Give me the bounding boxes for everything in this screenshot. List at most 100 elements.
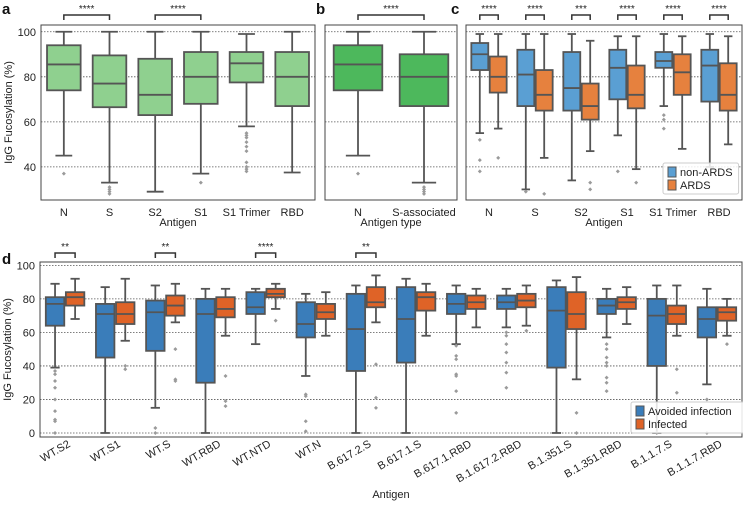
box-ards-s [534,33,554,196]
outlier-point [198,180,203,185]
significance-stars: *** [575,4,587,15]
box-iqr [295,301,316,339]
box-iqr [718,62,738,112]
significance-stars: **** [665,4,681,15]
outlier-point [153,425,158,430]
panel-a: 40 60 80 100 a IgG Fucosylation (%) Antigen N S S… [2,1,316,229]
y-tick-label: 40 [23,361,35,373]
box-ards-s2 [580,39,600,192]
box-avoided-infection-b-617-1-s [395,277,417,434]
box-non-ards-s2 [562,33,582,182]
y-tick-label: 40 [24,162,36,174]
x-tick-label: N [354,207,362,219]
box-iqr [91,54,128,109]
box-all-s2 [137,30,173,193]
outlier-point [373,395,378,400]
box-iqr [398,53,450,107]
outlier-point [303,394,308,399]
outlier-point [244,167,249,172]
box-non-ards-s [516,33,536,194]
outlier-point [422,187,426,192]
y-tick-label: 60 [24,117,36,129]
box-infected-b-617-2-s [365,274,387,410]
legend-swatch [667,179,677,191]
outlier-point [244,164,249,169]
outlier-point [244,160,249,165]
x-tick-label: WT.N [294,438,323,462]
significance-stars: ** [362,242,370,253]
legend-label: non-ARDS [680,167,733,179]
outlier-point [373,405,378,410]
axes-frame [465,24,743,201]
panel-letter: b [316,1,325,18]
x-tick-label: S-associated [392,207,456,219]
outlier-point [454,343,459,348]
outlier-point [244,149,249,154]
box-iqr [415,291,437,312]
y-tick-label: 80 [24,72,36,84]
box-infected-wt-n [315,291,336,337]
box-all-n [332,30,384,176]
outlier-point [477,137,482,142]
legend-frame [662,162,740,195]
legend-label: Avoided infection [648,406,732,418]
outlier-point [373,362,378,367]
box-avoided-infection-wt-s2 [44,282,66,435]
legend-label: Infected [648,419,687,431]
box-iqr [470,42,490,71]
outlier-point [223,373,228,378]
outlier-point [724,342,729,347]
box-all-s-associated [398,30,450,196]
box-all-n [46,30,82,176]
y-tick-label: 60 [23,327,35,339]
box-all-s1-trimer [228,33,265,174]
x-tick-label: S1 Trimer [223,207,271,219]
box-infected-wt-s [165,282,186,384]
outlier-point [356,171,360,176]
x-tick-label: S2 [574,207,587,219]
outlier-point [422,185,426,190]
x-axis-label: Antigen [585,217,622,229]
outlier-point [504,333,509,338]
significance-bracket [709,14,729,20]
box-iqr [700,48,720,103]
outlier-point [244,133,249,138]
box-ards-rbd [718,35,738,146]
significance-stars: **** [481,4,497,15]
y-tick-label: 100 [17,260,35,272]
box-iqr [546,286,567,369]
outlier-point [107,185,112,190]
x-tick-label: B.1.351.RBD [563,438,625,481]
outlier-point [123,367,128,372]
outlier-point [661,126,666,131]
x-tick-label: WT.RBD [180,438,223,470]
box-iqr [345,292,367,372]
significance-stars: ** [61,242,69,253]
outlier-point [107,187,112,192]
box-non-ards-n [470,33,490,174]
outlier-point [574,410,579,415]
outlier-point [223,399,228,404]
box-iqr [183,51,219,105]
y-tick-label: 20 [23,394,35,406]
outlier-point [454,410,459,415]
x-axis-label: Antigen [159,217,196,229]
outlier-point [454,353,459,358]
x-tick-label: S2 [148,207,161,219]
outlier-point [604,347,609,352]
box-avoided-infection-b-617-1-rbd [446,284,467,415]
significance-bracket [63,14,111,20]
outlier-point [588,187,593,192]
outlier-point [61,171,66,176]
outlier-point [604,363,609,368]
box-infected-wt-s1 [115,277,136,372]
significance-bracket [525,14,545,20]
y-tick-label: 0 [29,428,35,440]
significance-bracket [571,14,591,20]
significance-stars: **** [527,4,543,15]
outlier-point [504,342,509,347]
outlier-point [615,169,620,174]
